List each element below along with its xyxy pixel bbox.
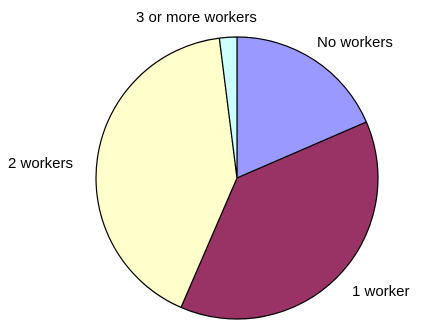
pie-slice-no-workers <box>236 36 367 179</box>
slice-label-2-workers: 2 workers <box>8 155 73 172</box>
pie-slices <box>95 36 379 320</box>
pie-slice-3-or-more-workers <box>218 36 238 179</box>
slice-label-no-workers: No workers <box>317 34 393 51</box>
slice-label-1-worker: 1 worker <box>352 283 410 300</box>
slice-labels: No workers 1 worker 2 workers 3 or more wor… <box>8 9 410 300</box>
pie-slice-1-worker <box>180 121 379 320</box>
slice-label-3-or-more-workers: 3 or more workers <box>136 9 257 26</box>
pie-slice-2-workers <box>95 37 238 308</box>
